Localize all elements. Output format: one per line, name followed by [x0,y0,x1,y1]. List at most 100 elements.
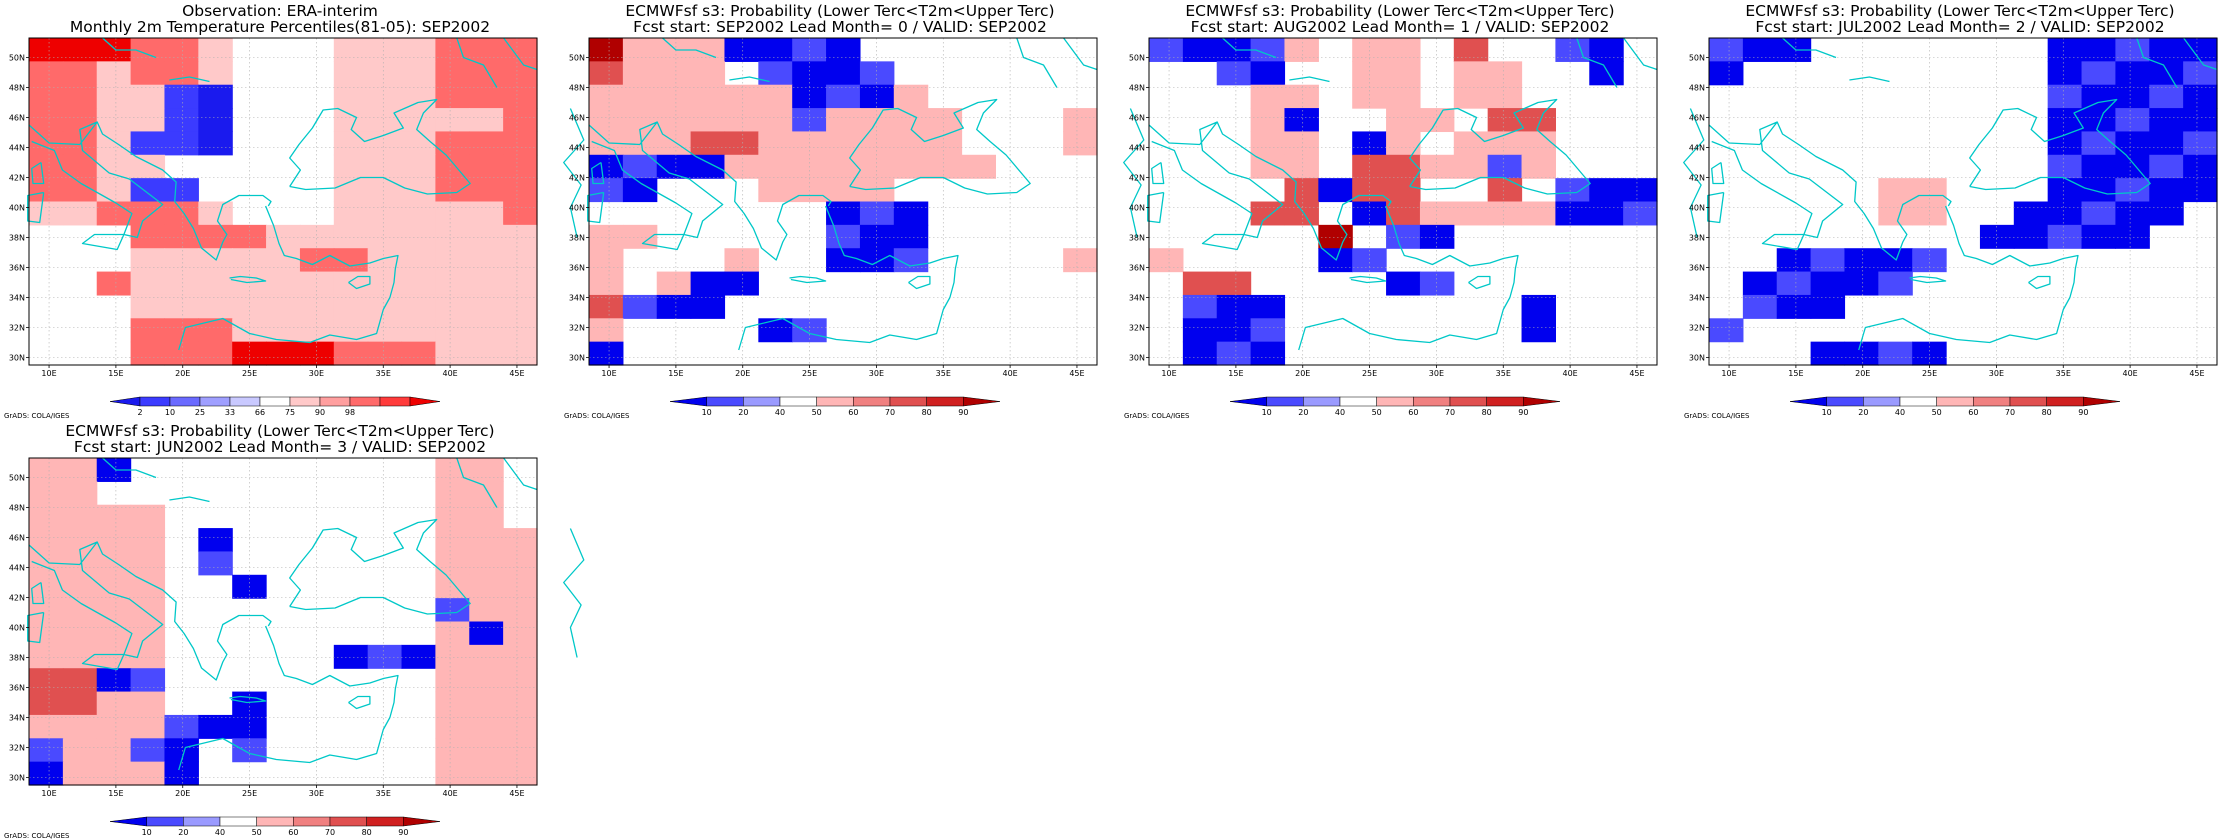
grid-cell [1284,131,1319,156]
grid-cell [2047,178,2083,203]
grid-cell [367,154,403,179]
grid-cell [826,131,861,156]
grid-cell [758,178,793,203]
grid-cell [435,178,470,203]
grid-cell [62,714,98,739]
grid-cell [469,38,504,62]
grid-cell [1487,178,1523,203]
grid-cell [29,481,64,506]
coastline [1147,191,1165,224]
grid-cell [1555,201,1590,226]
grid-cell [758,131,793,156]
coastline [587,191,605,224]
grid-cell [401,154,436,179]
grid-cell [1216,38,1252,62]
x-tick-label: 40E [2122,369,2137,378]
graticule [29,38,537,365]
grid-cell [1453,201,1489,226]
coastline [81,233,125,251]
grid-cell [29,131,64,156]
colorbar-segment [139,396,171,407]
grid-cell [656,84,692,109]
grid-cell [29,761,64,786]
grid-cell [2047,38,2083,62]
grid-cell [198,271,233,296]
grid-cell [893,224,929,249]
probability-cells [29,38,538,366]
grid-cell [2047,108,2083,133]
y-tick-label: 32N [1129,324,1145,333]
coastline [1349,275,1387,284]
grid-cell [1776,294,1812,319]
coastline [908,275,931,290]
grid-cell [130,61,166,86]
y-tick-label: 50N [9,474,25,483]
y-tick-label: 38N [569,234,585,243]
colorbar-segment [1413,396,1451,407]
map-plot: 50N 48N 46N 44N 42N 40N 38N 36N 34N 32N 30N 10E 15E 2… [4,37,585,420]
grid-cell [96,551,132,576]
grid-cell [622,178,658,203]
colorbar-segment [1303,396,1341,407]
grid-cell [469,574,504,599]
grid-cell [266,294,301,319]
grid-cell [469,504,504,529]
grid-cell [1844,248,1879,273]
grid-cell [130,598,166,623]
grid-cell [656,108,692,133]
grid-cell [1487,201,1523,226]
grid-cell [2081,38,2116,62]
grid-cell [435,551,470,576]
grid-cell [333,271,369,296]
grid-cell [927,108,963,133]
grid-cell [435,714,470,739]
grid-cell [1182,341,1218,366]
grid-cell [1453,131,1489,156]
grid-cell [826,201,861,226]
grid-cell [1250,154,1286,179]
grid-cell [435,318,470,343]
colorbar-tick-label: 50 [1372,408,1382,417]
grid-cell [1709,61,1744,86]
colorbar: 10 20 40 50 60 70 80 90 [1789,396,2121,417]
grid-cell [589,38,624,62]
grid-cell [62,691,98,716]
grid-cell [198,528,233,553]
x-tick-label: 20E [175,789,190,798]
x-tick-label: 40E [442,369,457,378]
colorbar-segment [146,816,184,827]
grid-cell [503,178,538,203]
grid-cell [29,714,64,739]
grid-cell [62,668,98,693]
grid-cell [96,691,132,716]
grid-cell [164,294,199,319]
grid-cell [2115,178,2150,203]
grid-cell [367,84,403,109]
grid-cell [198,61,233,86]
panel-title-line1: Observation: ERA-interim [182,2,378,20]
grid-cell [469,528,504,553]
x-tick-label: 20E [175,369,190,378]
grid-cell [299,294,335,319]
grid-cell [62,504,98,529]
grid-cell [826,84,861,109]
grid-cell [1555,38,1590,62]
grid-cell [2115,154,2150,179]
grid-cell [469,341,504,366]
grid-cell [333,294,369,319]
x-tick-label: 25E [1922,369,1937,378]
grid-cell [589,84,624,109]
x-tick-label: 25E [242,369,257,378]
grid-cell [1250,108,1286,133]
grid-cell [96,38,132,62]
grid-cell [130,691,166,716]
grid-cell [435,481,470,506]
grid-cell [1521,318,1556,343]
grid-cell [198,38,233,62]
grid-cell [503,738,538,763]
y-tick-label: 36N [9,684,25,693]
grid-cell [435,668,470,693]
map-plot: 50N 48N 46N 44N 42N 40N 38N 36N 34N 32N 30N 10E 15E 2… [564,37,1145,420]
colorbar-tick-label: 60 [1408,408,1418,417]
grid-cell [2115,38,2150,62]
